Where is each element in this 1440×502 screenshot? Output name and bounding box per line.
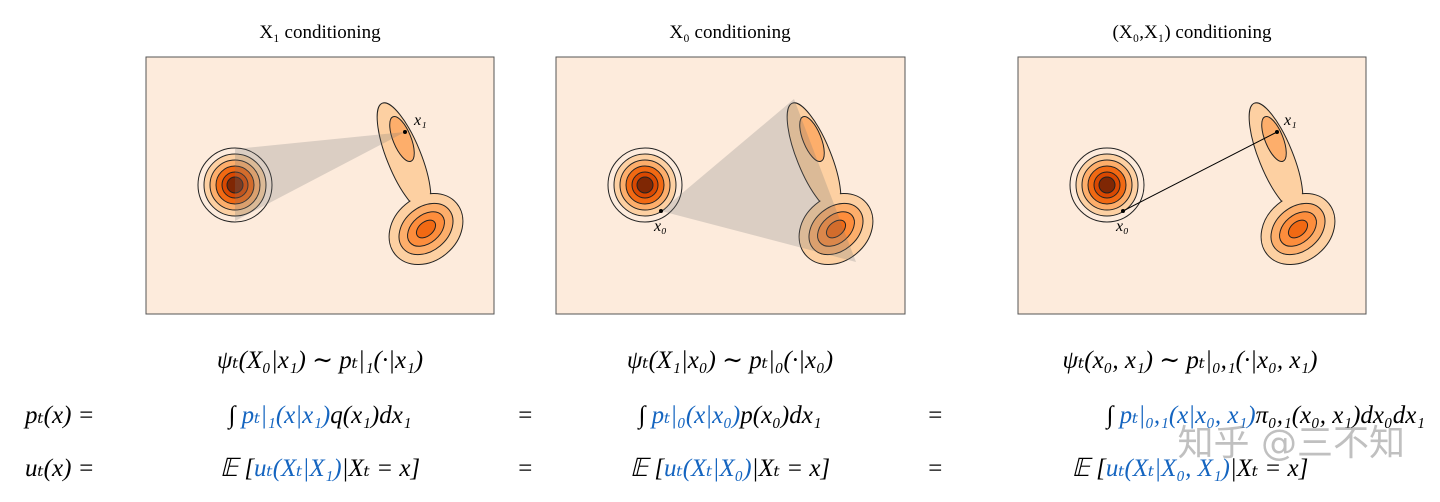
formula: ψₜ(x₀, x₁) ∼ pₜ|₀,₁(·|x₀, x₁) (1063, 347, 1318, 374)
wedge (661, 99, 856, 262)
term-prefix: ∫ (637, 402, 652, 430)
watermark: 知乎 @三不知 (1178, 423, 1405, 464)
term-suffix: p(x₀)dx₁ (738, 402, 821, 429)
term-prefix: 𝔼 [ (220, 455, 255, 482)
panel-title: (X₀,X₁) conditioning (1113, 22, 1272, 43)
formula: ψₜ(X₁|x₀) ∼ pₜ|₀(·|x₀) (627, 347, 833, 374)
term-suffix: |Xₜ = x] (342, 455, 421, 482)
point (1275, 130, 1279, 134)
panel: x₁ x₀ (1017, 56, 1367, 315)
equation-lhs: uₜ(x) = (25, 455, 95, 482)
term-prefix: 𝔼 [ (630, 455, 665, 482)
conditional-term: pₜ|₀,₁(x|x₀, x₁) (1118, 402, 1256, 429)
panel: x₁ (145, 56, 495, 315)
equation-term: 𝔼 [uₜ(Xₜ|X₀)|Xₜ = x] (630, 455, 830, 482)
equals: = (927, 402, 944, 429)
point (403, 130, 407, 134)
equation-term: 𝔼 [uₜ(Xₜ|X₁)|Xₜ = x] (220, 455, 420, 482)
conditional-term: uₜ(Xₜ|X₀) (664, 455, 752, 482)
equation-term: ∫ pₜ|₁(x|x₁)q(x₁)dx₁ (227, 402, 412, 430)
term-prefix: 𝔼 [ (1072, 455, 1107, 482)
point-label: x₁ (413, 112, 427, 129)
formula: ψₜ(X₀|x₁) ∼ pₜ|₁(·|x₁) (217, 347, 423, 374)
panel-title: X₀ conditioning (669, 22, 791, 43)
conditional-term: pₜ|₁(x|x₁) (240, 402, 331, 429)
equals: = (517, 455, 534, 482)
panel: x₀ (555, 56, 906, 315)
equations: pₜ(x) = = =∫ pₜ|₁(x|x₁)q(x₁)dx₁ ∫ pₜ|₀(x|x₀… (23, 402, 1425, 482)
wedge (235, 132, 405, 221)
conditional-term: uₜ(Xₜ|X₁) (254, 455, 342, 482)
term-suffix: q(x₁)dx₁ (330, 402, 411, 429)
point (1121, 209, 1125, 213)
term-suffix: |Xₜ = x] (1230, 455, 1309, 482)
equation-term: ∫ pₜ|₀(x|x₀)p(x₀)dx₁ (637, 402, 822, 430)
conditional-term: pₜ|₀(x|x₀) (650, 402, 741, 429)
term-suffix: |Xₜ = x] (752, 455, 831, 482)
conditional-term: uₜ(Xₜ|X₀, X₁) (1106, 455, 1230, 482)
point-label: x₁ (1283, 112, 1297, 129)
point-label: x₀ (1115, 218, 1129, 235)
term-prefix: ∫ (1105, 402, 1120, 430)
term-suffix: π₀,₁(x₀, x₁)dx₀dx₁ (1256, 402, 1425, 429)
panel-title: X₁ conditioning (259, 22, 381, 43)
equation-term: 𝔼 [uₜ(Xₜ|X₀, X₁)|Xₜ = x] (1072, 455, 1309, 482)
point (659, 209, 663, 213)
point-label: x₀ (653, 218, 667, 235)
equals: = (927, 455, 944, 482)
equation-lhs: pₜ(x) = (23, 402, 95, 429)
coupling-line (1122, 131, 1278, 212)
equals: = (517, 402, 534, 429)
term-prefix: ∫ (227, 402, 242, 430)
equation-term: ∫ pₜ|₀,₁(x|x₀, x₁)π₀,₁(x₀, x₁)dx₀dx₁ (1105, 402, 1425, 430)
